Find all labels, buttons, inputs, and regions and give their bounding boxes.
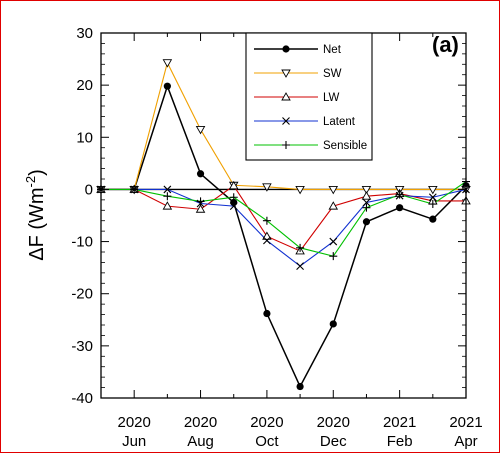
x-tick-label-year: 2020 xyxy=(117,414,150,431)
point-sensible-2 xyxy=(163,192,172,201)
point-sensible-7 xyxy=(329,252,338,261)
point-net-9 xyxy=(396,204,404,212)
y-tick-label: 10 xyxy=(76,129,93,146)
point-net-3 xyxy=(196,170,205,178)
point-latent-4 xyxy=(229,202,238,211)
x-tick-label-month: Apr xyxy=(454,433,477,450)
point-net-2 xyxy=(163,82,171,90)
legend-item-sw: SW xyxy=(254,68,342,80)
x-tick-label-year: 2021 xyxy=(383,414,416,431)
x-tick-label-month: Dec xyxy=(320,433,347,450)
point-sensible-8 xyxy=(362,203,371,212)
point-sensible-5 xyxy=(262,216,271,225)
point-net-6 xyxy=(296,382,304,391)
x-tick-label-month: Oct xyxy=(255,433,279,450)
point-sensible-10 xyxy=(428,200,437,209)
point-latent-6 xyxy=(296,262,304,270)
point-sw-10 xyxy=(428,185,438,195)
point-sw-8 xyxy=(361,185,372,195)
series-line-lw xyxy=(101,185,466,252)
plot-area: 30 20 10 0 -10 -20 -30 -40 2020 Jun 2020 Aug 2020 Oct… xyxy=(71,25,482,450)
series-line-net xyxy=(101,83,467,389)
point-latent-7 xyxy=(329,237,338,246)
legend-marker-lw xyxy=(281,92,291,101)
point-net-8 xyxy=(362,218,371,226)
point-sw-3 xyxy=(195,126,206,135)
legend-item-lw: LW xyxy=(254,92,340,104)
series-line-sensible xyxy=(101,181,467,257)
x-tick-label-month: Feb xyxy=(387,433,413,450)
y-tick-label: 30 xyxy=(76,25,93,42)
legend-label-latent: Latent xyxy=(323,116,356,128)
legend-marker-sw xyxy=(281,69,291,78)
point-sw-7 xyxy=(328,185,339,195)
point-sensible-1 xyxy=(130,185,139,194)
legend-item-sensible: Sensible xyxy=(254,140,367,152)
point-lw-7 xyxy=(328,201,339,210)
point-sensible-4 xyxy=(229,193,238,202)
x-tick-label-year: 2020 xyxy=(184,414,217,431)
legend-label-net: Net xyxy=(323,44,342,56)
point-sensible-3 xyxy=(196,197,205,206)
point-net-7 xyxy=(329,320,337,328)
point-sensible-9 xyxy=(395,190,404,199)
y-tick-label: -10 xyxy=(71,234,93,251)
y-axis-label: ΔF (Wm-2) xyxy=(23,169,48,261)
y-tick-label: 20 xyxy=(76,77,93,94)
point-lw-5 xyxy=(262,231,272,240)
legend-label-lw: LW xyxy=(323,92,340,104)
point-latent-2 xyxy=(163,185,172,194)
y-tick-label: 0 xyxy=(85,181,93,198)
legend-item-latent: Latent xyxy=(254,116,356,128)
point-sensible-6 xyxy=(296,243,305,252)
point-net-5 xyxy=(263,309,271,318)
point-sw-6 xyxy=(295,185,305,195)
point-sw-5 xyxy=(262,183,272,192)
legend-marker-sensible xyxy=(282,141,290,149)
y-tick-label: -40 xyxy=(71,390,93,407)
x-tick-label-year: 2020 xyxy=(250,414,283,431)
legend-marker-net xyxy=(282,45,290,53)
point-latent-10 xyxy=(428,193,437,202)
legend-label-sensible: Sensible xyxy=(323,140,367,152)
legend: Net SW LW Latent Sensible xyxy=(245,32,373,161)
y-tick-label: -20 xyxy=(71,286,93,303)
y-axis-label-exponent: -2 xyxy=(23,176,38,188)
x-tick-label-month: Jun xyxy=(122,433,146,450)
legend-label-sw: SW xyxy=(323,68,342,80)
point-latent-5 xyxy=(263,236,271,245)
legend-marker-latent xyxy=(282,117,290,125)
series-line-sw xyxy=(101,61,466,190)
y-tick-label: -30 xyxy=(71,338,93,355)
x-tick-label-year: 2020 xyxy=(317,414,350,431)
x-tick-label-year: 2021 xyxy=(449,414,482,431)
point-lw-2 xyxy=(162,201,173,210)
point-lw-8 xyxy=(361,191,372,200)
legend-item-net: Net xyxy=(254,44,342,56)
series-line-latent xyxy=(101,188,467,267)
point-sw-2 xyxy=(162,59,173,68)
point-net-10 xyxy=(429,215,437,223)
x-tick-label-month: Aug xyxy=(187,433,214,450)
panel-label: (a) xyxy=(432,32,459,57)
y-axis-label-close: ) xyxy=(26,169,48,176)
point-latent-8 xyxy=(362,198,371,207)
point-lw-3 xyxy=(195,204,206,213)
point-lw-4 xyxy=(228,180,239,190)
y-axis-label-main: ΔF (Wm xyxy=(26,187,48,260)
